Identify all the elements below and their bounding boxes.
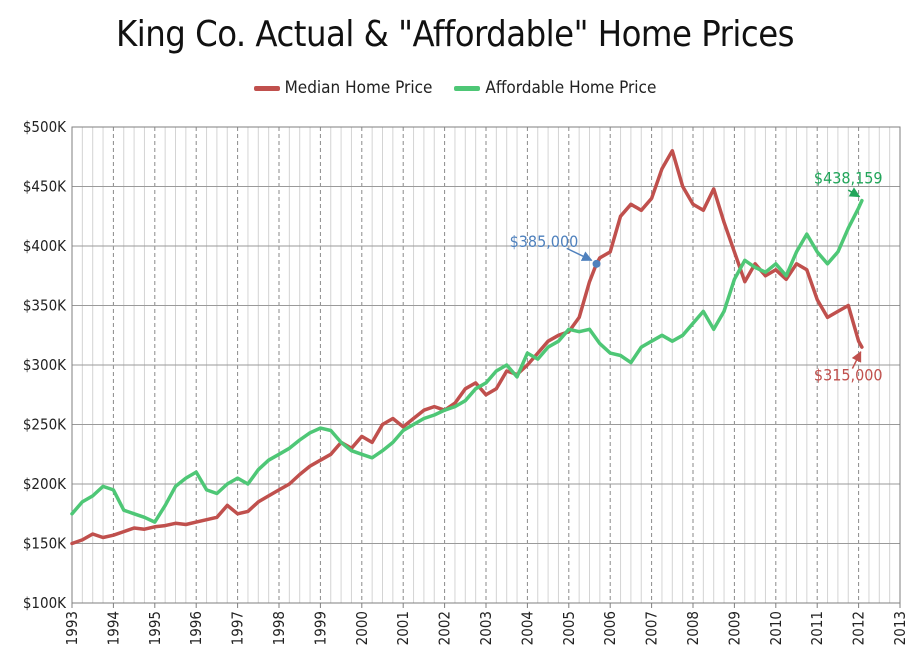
annotation-arrow bbox=[851, 350, 862, 369]
x-tick-label: 2008 bbox=[684, 611, 702, 645]
legend: Median Home Price Affordable Home Price bbox=[0, 78, 910, 98]
legend-label-median: Median Home Price bbox=[284, 78, 433, 98]
x-tick-label: 2004 bbox=[518, 611, 536, 645]
y-tick-label: $350K bbox=[23, 297, 67, 315]
x-tick-label: 1994 bbox=[104, 611, 122, 645]
legend-entry-affordable: Affordable Home Price bbox=[454, 78, 656, 98]
x-tick-label: 1998 bbox=[270, 611, 288, 645]
x-tick-label: 2000 bbox=[353, 611, 371, 645]
x-tick-label: 1997 bbox=[229, 611, 247, 645]
x-tick-label: 2012 bbox=[850, 611, 868, 645]
legend-label-affordable: Affordable Home Price bbox=[485, 78, 657, 98]
x-tick-label: 1995 bbox=[146, 611, 164, 645]
y-tick-label: $100K bbox=[23, 594, 67, 612]
annotation-arrow bbox=[847, 187, 861, 198]
y-tick-label: $400K bbox=[23, 237, 67, 255]
legend-entry-median: Median Home Price bbox=[253, 78, 433, 98]
x-tick-label: 2007 bbox=[643, 611, 661, 645]
legend-swatch-affordable bbox=[454, 85, 481, 91]
annotation-label: $315,000 bbox=[814, 365, 883, 384]
y-tick-label: $450K bbox=[23, 178, 67, 196]
x-tick-label: 2002 bbox=[436, 611, 454, 645]
x-tick-label: 1999 bbox=[311, 611, 329, 645]
annotation-label: $385,000 bbox=[510, 232, 579, 251]
x-tick-label: 2013 bbox=[891, 611, 909, 645]
series-line-affordable-home-price bbox=[70, 198, 864, 524]
y-tick-label: $300K bbox=[23, 356, 67, 374]
legend-swatch-median bbox=[253, 85, 280, 91]
y-tick-label: $150K bbox=[23, 535, 67, 553]
x-tick-label: 2009 bbox=[725, 611, 743, 645]
x-tick-label: 2011 bbox=[808, 611, 826, 645]
annotation-arrow bbox=[566, 247, 593, 261]
x-tick-label: 2010 bbox=[767, 611, 785, 645]
x-tick-label: 1993 bbox=[63, 611, 81, 645]
x-tick-label: 1996 bbox=[187, 611, 205, 645]
x-tick-label: 2003 bbox=[477, 611, 495, 645]
y-tick-label: $250K bbox=[23, 416, 67, 434]
series-line-median-home-price bbox=[70, 149, 864, 546]
y-tick-label: $200K bbox=[23, 475, 67, 493]
x-tick-label: 2001 bbox=[394, 611, 412, 645]
chart-title: King Co. Actual & "Affordable" Home Pric… bbox=[115, 14, 795, 55]
annotation-marker bbox=[592, 259, 601, 268]
x-tick-label: 2006 bbox=[601, 611, 619, 645]
annotation-label: $438,159 bbox=[814, 169, 883, 188]
x-tick-label: 2005 bbox=[560, 611, 578, 645]
y-tick-label: $500K bbox=[23, 118, 67, 136]
